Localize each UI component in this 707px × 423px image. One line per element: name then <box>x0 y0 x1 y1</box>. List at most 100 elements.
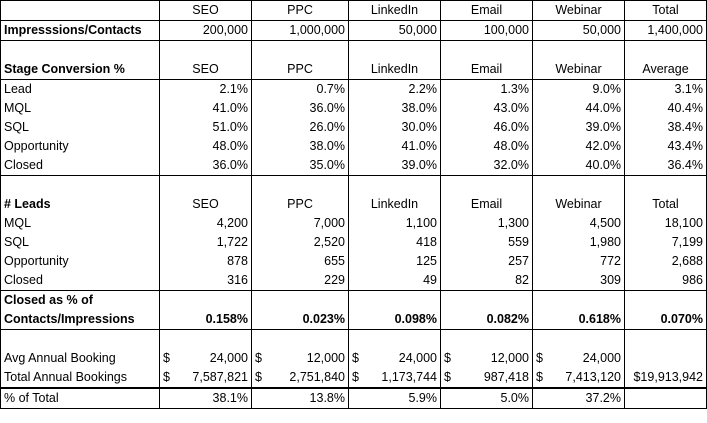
cell[interactable]: 316 <box>159 271 252 291</box>
col-header-webinar[interactable]: Webinar <box>532 0 625 21</box>
cell[interactable]: 4,200 <box>159 214 252 233</box>
empty-cell[interactable] <box>624 290 707 310</box>
row-label[interactable]: SQL <box>0 118 160 137</box>
empty-cell[interactable] <box>348 329 441 349</box>
cell[interactable]: 309 <box>532 271 625 291</box>
cell[interactable]: 4,500 <box>532 214 625 233</box>
cell[interactable]: 1,300 <box>440 214 533 233</box>
cell[interactable]: 13.8% <box>251 388 349 409</box>
cell[interactable]: 1,722 <box>159 233 252 252</box>
cell[interactable]: 200,000 <box>159 20 252 41</box>
empty-cell[interactable] <box>532 175 625 195</box>
cell[interactable]: 38.4% <box>624 118 707 137</box>
col-header-linkedin[interactable]: LinkedIn <box>348 195 441 214</box>
cell[interactable]: 5.9% <box>348 388 441 409</box>
cell[interactable]: 986 <box>624 271 707 291</box>
empty-cell[interactable] <box>440 40 533 60</box>
cell[interactable]: 1,980 <box>532 233 625 252</box>
col-header-linkedin[interactable]: LinkedIn <box>348 60 441 80</box>
cell[interactable]: 39.0% <box>348 156 441 176</box>
cell[interactable]: 0.7% <box>251 79 349 99</box>
cell[interactable]: 46.0% <box>440 118 533 137</box>
cell[interactable]: 26.0% <box>251 118 349 137</box>
cell[interactable]: 0.618% <box>532 310 625 330</box>
cell[interactable]: $987,418 <box>440 368 533 389</box>
row-label[interactable]: Lead <box>0 79 160 99</box>
cell[interactable]: 40.4% <box>624 99 707 118</box>
empty-cell[interactable] <box>532 290 625 310</box>
cell[interactable]: 41.0% <box>159 99 252 118</box>
cell[interactable]: 36.0% <box>159 156 252 176</box>
cell[interactable]: 0.158% <box>159 310 252 330</box>
cell[interactable]: 229 <box>251 271 349 291</box>
cell[interactable]: 1,100 <box>348 214 441 233</box>
cell[interactable]: 30.0% <box>348 118 441 137</box>
col-header-email[interactable]: Email <box>440 195 533 214</box>
col-header-email[interactable]: Email <box>440 0 533 21</box>
cell[interactable]: 38.0% <box>251 137 349 156</box>
cell[interactable]: 37.2% <box>532 388 625 409</box>
empty-cell[interactable] <box>251 329 349 349</box>
cell[interactable]: 1,000,000 <box>251 20 349 41</box>
cell[interactable]: 43.4% <box>624 137 707 156</box>
cell[interactable]: 41.0% <box>348 137 441 156</box>
cell[interactable]: 655 <box>251 252 349 271</box>
cell[interactable]: 43.0% <box>440 99 533 118</box>
cell[interactable]: 1.3% <box>440 79 533 99</box>
col-header-webinar[interactable]: Webinar <box>532 60 625 80</box>
cell[interactable]: 42.0% <box>532 137 625 156</box>
cell[interactable]: $12,000 <box>440 349 533 368</box>
col-header-average[interactable]: Average <box>624 60 707 80</box>
row-label[interactable]: Closed as % of <box>0 290 160 310</box>
empty-cell[interactable] <box>624 349 707 368</box>
row-label[interactable]: MQL <box>0 99 160 118</box>
col-header-total[interactable]: Total <box>624 195 707 214</box>
empty-cell[interactable] <box>624 329 707 349</box>
cell[interactable]: 36.4% <box>624 156 707 176</box>
cell[interactable]: 50,000 <box>348 20 441 41</box>
cell[interactable]: 50,000 <box>532 20 625 41</box>
row-label[interactable]: % of Total <box>0 388 160 409</box>
row-label[interactable]: Impresssions/Contacts <box>0 20 160 41</box>
cell[interactable]: 44.0% <box>532 99 625 118</box>
cell[interactable]: $24,000 <box>532 349 625 368</box>
cell[interactable]: 32.0% <box>440 156 533 176</box>
empty-cell[interactable] <box>0 329 160 349</box>
cell[interactable]: 0.098% <box>348 310 441 330</box>
row-label[interactable]: SQL <box>0 233 160 252</box>
cell[interactable]: 2,520 <box>251 233 349 252</box>
cell[interactable]: 2.2% <box>348 79 441 99</box>
cell[interactable]: $24,000 <box>159 349 252 368</box>
cell[interactable]: 2.1% <box>159 79 252 99</box>
cell[interactable]: 39.0% <box>532 118 625 137</box>
row-label[interactable]: Opportunity <box>0 252 160 271</box>
row-label[interactable]: Avg Annual Booking <box>0 349 160 368</box>
empty-cell[interactable] <box>440 329 533 349</box>
empty-cell[interactable] <box>440 290 533 310</box>
corner-cell[interactable] <box>0 0 160 21</box>
col-header-email[interactable]: Email <box>440 60 533 80</box>
col-header-webinar[interactable]: Webinar <box>532 195 625 214</box>
section-title[interactable]: # Leads <box>0 195 160 214</box>
row-label[interactable]: MQL <box>0 214 160 233</box>
cell[interactable]: 3.1% <box>624 79 707 99</box>
cell[interactable]: $1,173,744 <box>348 368 441 389</box>
cell[interactable]: 9.0% <box>532 79 625 99</box>
cell[interactable]: $24,000 <box>348 349 441 368</box>
col-header-seo[interactable]: SEO <box>159 0 252 21</box>
empty-cell[interactable] <box>159 40 252 60</box>
cell[interactable]: 48.0% <box>440 137 533 156</box>
cell[interactable]: 35.0% <box>251 156 349 176</box>
empty-cell[interactable] <box>624 388 707 409</box>
col-header-ppc[interactable]: PPC <box>251 60 349 80</box>
empty-cell[interactable] <box>348 290 441 310</box>
cell[interactable]: 36.0% <box>251 99 349 118</box>
empty-cell[interactable] <box>159 290 252 310</box>
cell[interactable]: 0.023% <box>251 310 349 330</box>
cell[interactable]: 257 <box>440 252 533 271</box>
col-header-ppc[interactable]: PPC <box>251 195 349 214</box>
empty-cell[interactable] <box>348 40 441 60</box>
cell[interactable]: 38.0% <box>348 99 441 118</box>
row-label[interactable]: Contacts/Impressions <box>0 310 160 330</box>
cell[interactable]: $7,587,821 <box>159 368 252 389</box>
